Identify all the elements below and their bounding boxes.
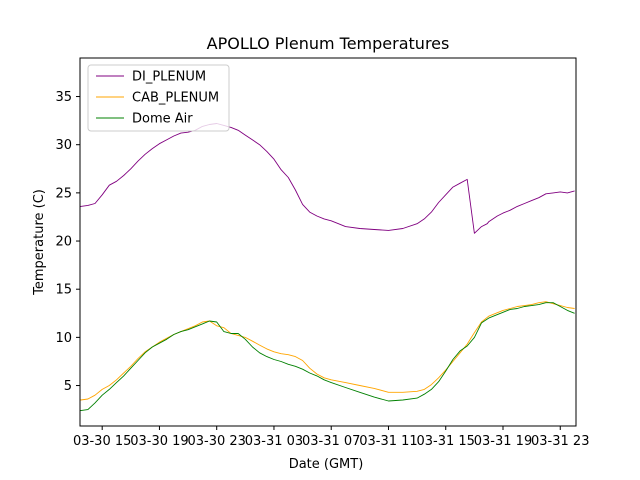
x-tick-label: 03-30 23	[187, 434, 245, 449]
x-tick-label: 03-31 07	[302, 434, 360, 449]
x-tick-label: 03-30 19	[130, 434, 188, 449]
y-tick-label: 35	[55, 90, 72, 105]
legend-label: Dome Air	[132, 112, 193, 127]
series-line-dome-air	[80, 302, 575, 412]
x-tick-label: 03-31 15	[417, 434, 475, 449]
y-tick-label: 5	[64, 379, 72, 394]
legend-label: CAB_PLENUM	[132, 91, 219, 106]
y-tick-label: 10	[55, 331, 72, 346]
series-layer	[80, 123, 575, 412]
x-tick-label: 03-31 03	[245, 434, 303, 449]
x-axis-label: Date (GMT)	[289, 457, 364, 472]
legend: DI_PLENUM CAB_PLENUM Dome Air	[87, 64, 230, 132]
y-tick-label: 15	[55, 283, 72, 298]
series-line-cab-plenum	[80, 301, 575, 401]
y-tick-label: 20	[55, 235, 72, 250]
legend-label: DI_PLENUM	[132, 70, 206, 85]
series-line-di-plenum	[80, 123, 575, 234]
x-tick-label: 03-31 19	[474, 434, 532, 449]
y-tick-label: 25	[55, 186, 72, 201]
y-tick-label: 30	[55, 138, 72, 153]
x-tick-label: 03-31 23	[531, 434, 589, 449]
plot-frame	[79, 57, 577, 427]
y-axis-label: Temperature (C)	[32, 189, 47, 296]
x-tick-label: 03-31 11	[359, 434, 417, 449]
legend-box	[87, 64, 230, 132]
y-axis: 5 10 15 20 25 30 35	[55, 90, 80, 394]
chart-title: APOLLO Plenum Temperatures	[207, 34, 450, 53]
x-tick-label: 03-30 15	[73, 434, 131, 449]
